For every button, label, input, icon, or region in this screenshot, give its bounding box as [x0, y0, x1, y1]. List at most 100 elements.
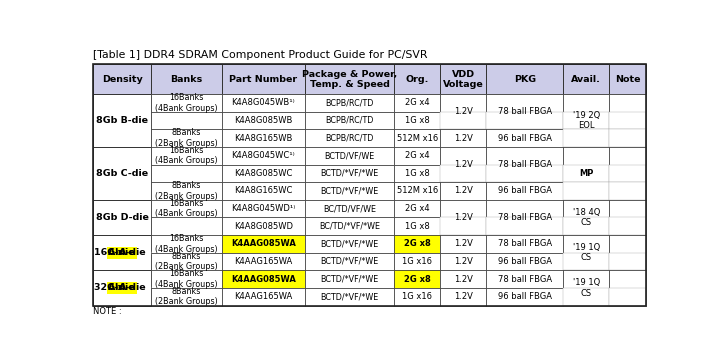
Text: BCTD/*VF/*WE: BCTD/*VF/*WE — [320, 186, 379, 196]
Text: K4A8G165WC: K4A8G165WC — [234, 186, 292, 196]
Text: BCTD/VF/WE: BCTD/VF/WE — [325, 151, 374, 160]
Text: K4AAG165WA: K4AAG165WA — [234, 292, 292, 301]
Text: BCPB/RC/TD: BCPB/RC/TD — [325, 98, 374, 107]
Text: 1.2V: 1.2V — [454, 213, 473, 222]
Bar — [609, 270, 647, 306]
Text: Package & Power,
Temp. & Speed: Package & Power, Temp. & Speed — [302, 70, 397, 89]
Text: 1.2V: 1.2V — [454, 160, 473, 169]
Text: BCTD/*VF/*WE: BCTD/*VF/*WE — [320, 292, 379, 301]
Text: 16Banks
(4Bank Groups): 16Banks (4Bank Groups) — [156, 146, 218, 165]
Text: 32Gb: 32Gb — [94, 283, 125, 293]
Text: K4AAG085WA: K4AAG085WA — [231, 239, 296, 248]
Bar — [151, 147, 222, 164]
Text: K4A8G085WB: K4A8G085WB — [234, 116, 292, 125]
Text: 96 ball FBGA: 96 ball FBGA — [498, 133, 552, 143]
Text: 8Banks
(2Bank Groups): 8Banks (2Bank Groups) — [156, 287, 218, 306]
Text: 1.2V: 1.2V — [454, 292, 473, 301]
Text: 8Banks
(2Bank Groups): 8Banks (2Bank Groups) — [156, 129, 218, 148]
Bar — [394, 129, 441, 147]
Bar — [563, 65, 609, 94]
Text: 16Banks
(4Bank Groups): 16Banks (4Bank Groups) — [156, 269, 218, 289]
Bar — [151, 235, 222, 253]
Text: 512M x16: 512M x16 — [397, 186, 438, 196]
Text: A-die: A-die — [119, 283, 146, 293]
Bar — [93, 147, 151, 200]
Bar — [394, 253, 441, 270]
Text: 8Gb C-die: 8Gb C-die — [96, 169, 148, 178]
Bar — [305, 200, 394, 217]
Text: BCTD/*VF/*WE: BCTD/*VF/*WE — [320, 169, 379, 178]
Text: '19 1Q
CS: '19 1Q CS — [572, 243, 600, 262]
Bar — [609, 147, 647, 200]
Bar — [222, 270, 305, 288]
Text: 1.2V: 1.2V — [454, 107, 473, 116]
Bar — [394, 235, 441, 253]
Bar — [93, 94, 151, 147]
Bar — [609, 65, 647, 94]
Text: 1G x16: 1G x16 — [402, 292, 432, 301]
Bar — [487, 94, 563, 129]
Bar — [441, 182, 487, 200]
Text: 2G x8: 2G x8 — [404, 239, 431, 248]
Text: BCTD/*VF/*WE: BCTD/*VF/*WE — [320, 239, 379, 248]
Text: K4AAG085WA: K4AAG085WA — [231, 275, 296, 284]
Bar — [394, 164, 441, 182]
Bar — [222, 288, 305, 306]
Bar — [394, 147, 441, 164]
Bar — [563, 147, 609, 200]
Text: 16Banks
(4Bank Groups): 16Banks (4Bank Groups) — [156, 234, 218, 253]
Text: 1.2V: 1.2V — [454, 275, 473, 284]
Bar — [487, 288, 563, 306]
Text: 78 ball FBGA: 78 ball FBGA — [498, 160, 552, 169]
Bar — [563, 182, 609, 200]
Bar — [563, 288, 609, 306]
Text: 2G x4: 2G x4 — [405, 98, 430, 107]
Text: Org.: Org. — [405, 75, 429, 84]
Bar — [305, 270, 394, 288]
Bar — [93, 270, 151, 306]
Bar — [487, 200, 563, 235]
Bar — [305, 65, 394, 94]
Text: 16Gb A-die: 16Gb A-die — [93, 248, 151, 257]
Text: 8Banks
(2Bank Groups): 8Banks (2Bank Groups) — [156, 252, 218, 271]
Text: 1.2V: 1.2V — [454, 239, 473, 248]
Bar — [441, 147, 487, 182]
Bar — [609, 164, 647, 182]
Bar — [441, 253, 487, 270]
Text: 78 ball FBGA: 78 ball FBGA — [498, 275, 552, 284]
Bar — [305, 253, 394, 270]
Bar — [609, 129, 647, 147]
Bar — [487, 235, 563, 253]
Bar — [487, 129, 563, 147]
Text: '19 1Q
CS: '19 1Q CS — [572, 278, 600, 297]
Bar — [222, 129, 305, 147]
Text: 1.2V: 1.2V — [454, 133, 473, 143]
Bar — [487, 270, 563, 288]
Text: '19 2Q
EOL: '19 2Q EOL — [572, 111, 600, 130]
Bar — [441, 217, 487, 235]
Bar — [441, 111, 487, 129]
Text: BCPB/RC/TD: BCPB/RC/TD — [325, 133, 374, 143]
Text: 1G x8: 1G x8 — [405, 169, 430, 178]
Text: 96 ball FBGA: 96 ball FBGA — [498, 292, 552, 301]
Bar — [222, 94, 305, 111]
Bar — [487, 65, 563, 94]
Bar — [222, 253, 305, 270]
Text: 1.2V: 1.2V — [454, 257, 473, 266]
Bar — [563, 270, 609, 306]
Bar — [151, 288, 222, 306]
Text: A-die: A-die — [108, 248, 136, 257]
Text: VDD
Voltage: VDD Voltage — [443, 70, 484, 89]
Bar — [563, 129, 609, 147]
Bar — [609, 182, 647, 200]
Bar — [609, 288, 647, 306]
Text: [Table 1] DDR4 SDRAM Component Product Guide for PC/SVR: [Table 1] DDR4 SDRAM Component Product G… — [93, 50, 427, 60]
Text: Density: Density — [102, 75, 143, 84]
Text: 1G x16: 1G x16 — [402, 257, 432, 266]
Bar — [222, 65, 305, 94]
Text: 78 ball FBGA: 78 ball FBGA — [498, 107, 552, 116]
Bar — [563, 217, 609, 235]
Text: 16Banks
(4Bank Groups): 16Banks (4Bank Groups) — [156, 93, 218, 113]
Text: K4A8G085WC: K4A8G085WC — [234, 169, 292, 178]
Bar — [441, 94, 487, 129]
